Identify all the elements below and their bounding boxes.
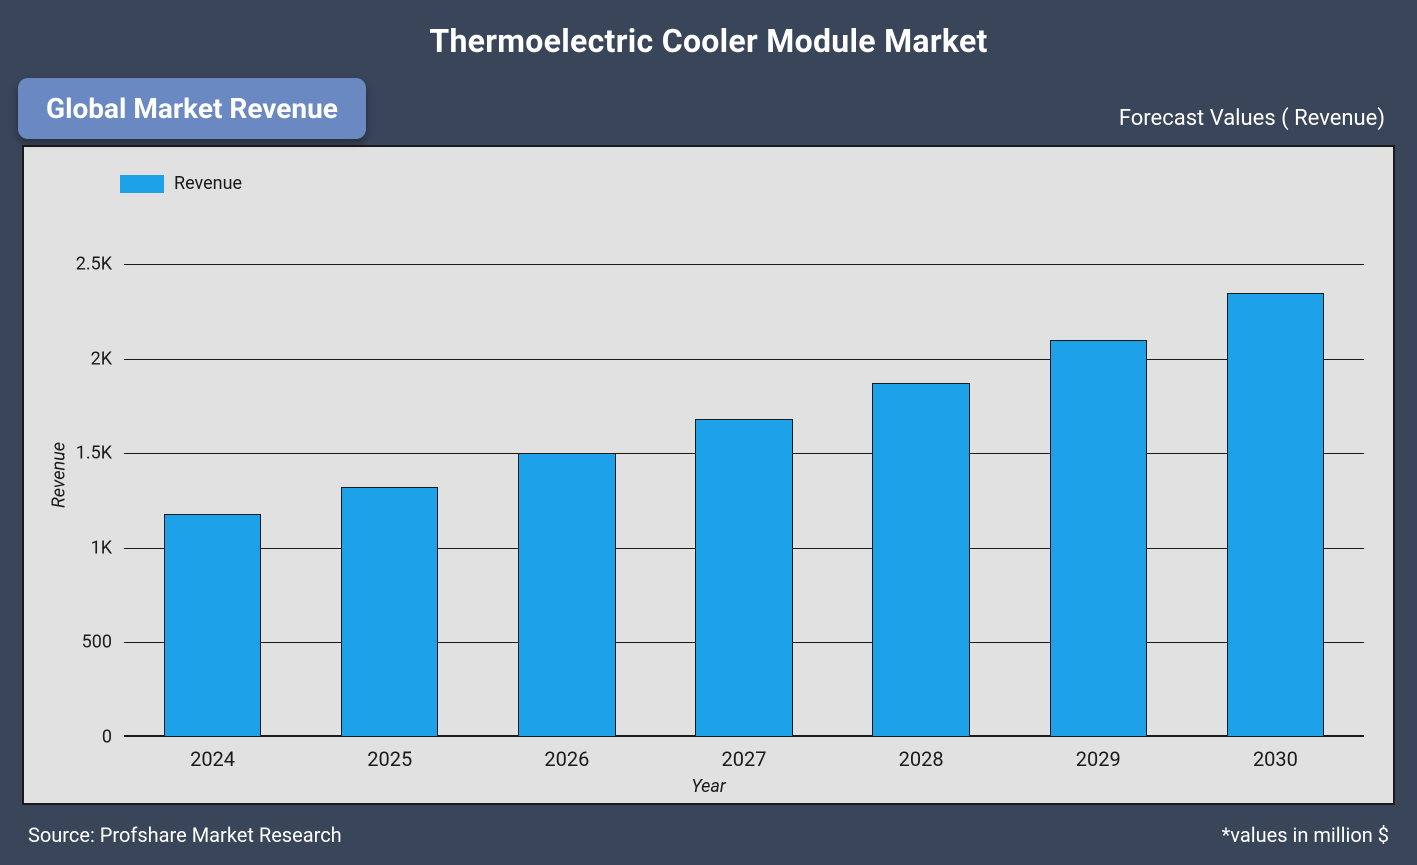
legend-swatch <box>120 175 164 193</box>
chart-title: Thermoelectric Cooler Module Market <box>0 0 1417 60</box>
bar <box>695 419 792 737</box>
x-tick-label: 2026 <box>544 737 589 771</box>
bar <box>1227 293 1324 737</box>
x-tick-label: 2030 <box>1253 737 1298 771</box>
badge-global-revenue: Global Market Revenue <box>18 78 366 139</box>
x-tick-label: 2025 <box>367 737 412 771</box>
y-tick-label: 0 <box>102 727 124 748</box>
x-tick-label: 2027 <box>722 737 767 771</box>
gridline <box>124 359 1364 360</box>
gridline <box>124 264 1364 265</box>
x-axis-label: Year <box>691 776 726 797</box>
bar <box>164 514 261 737</box>
chart-container: Thermoelectric Cooler Module Market Glob… <box>0 0 1417 865</box>
bar <box>872 383 969 737</box>
footer-source: Source: Profshare Market Research <box>28 823 342 847</box>
bar <box>518 453 615 737</box>
bar <box>1050 340 1147 737</box>
y-tick-label: 500 <box>82 632 124 653</box>
y-tick-label: 2K <box>91 348 124 369</box>
chart-area: 05001K1.5K2K2.5K202420252026202720282029… <box>124 217 1364 737</box>
bar <box>341 487 438 737</box>
plot-area: Revenue Revenue Year 05001K1.5K2K2.5K202… <box>22 145 1395 805</box>
legend: Revenue <box>120 173 242 194</box>
y-tick-label: 2.5K <box>76 254 124 275</box>
legend-label: Revenue <box>174 173 242 194</box>
y-tick-label: 1.5K <box>76 443 124 464</box>
y-tick-label: 1K <box>91 537 124 558</box>
footer-note: *values in million $ <box>1222 823 1389 847</box>
y-axis-label: Revenue <box>49 442 70 508</box>
subtitle-forecast: Forecast Values ( Revenue) <box>1119 106 1385 131</box>
x-tick-label: 2024 <box>190 737 235 771</box>
x-tick-label: 2028 <box>899 737 944 771</box>
x-tick-label: 2029 <box>1076 737 1121 771</box>
